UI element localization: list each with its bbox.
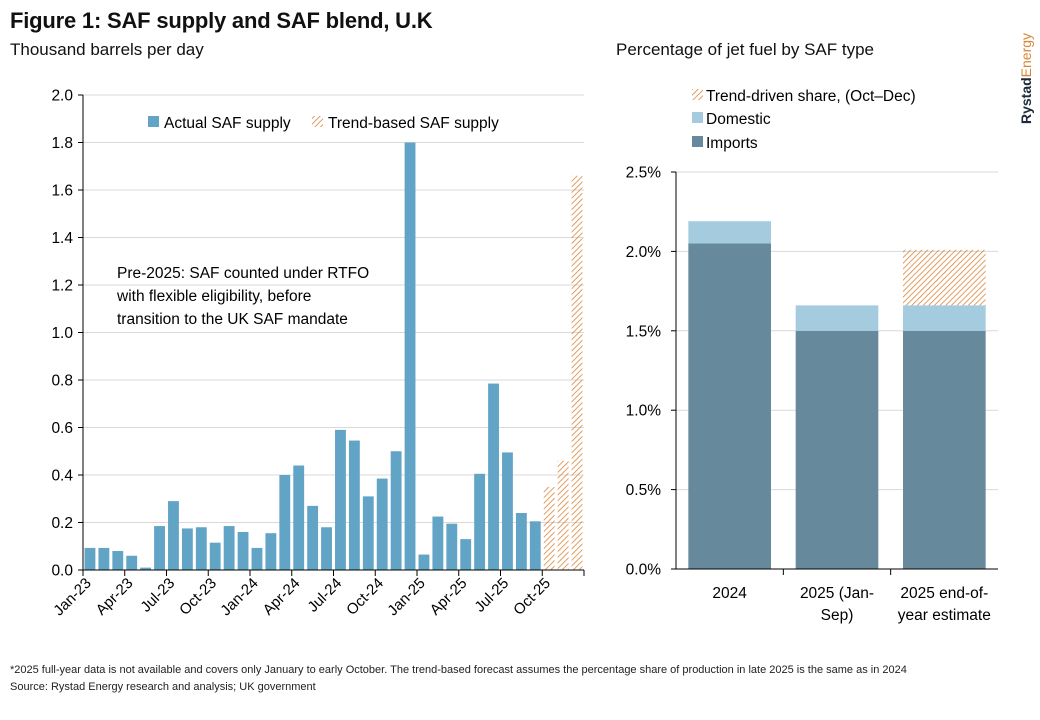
bar-actual-saf-supply	[404, 142, 416, 570]
x-tick-label: Apr-24	[260, 575, 304, 619]
bar-actual-saf-supply	[195, 527, 207, 570]
y-tick-label: 1.5%	[626, 323, 662, 340]
bar-actual-saf-supply	[168, 501, 179, 570]
right-chart-title: Percentage of jet fuel by SAF type	[616, 40, 874, 59]
bar-actual-saf-supply	[98, 547, 110, 570]
bar-actual-saf-supply	[348, 440, 360, 570]
bar-actual-saf-supply	[418, 554, 430, 570]
x-tick-label: Apr-23	[93, 575, 137, 619]
y-tick-label: 0.8	[51, 373, 73, 390]
logo-text-energy: Energy	[1018, 32, 1034, 78]
bar-actual-saf-supply	[321, 527, 332, 570]
y-tick-label: 1.0	[51, 325, 73, 342]
bar-actual-saf-supply	[432, 516, 444, 570]
bar-actual-saf-supply	[154, 526, 165, 570]
bar-actual-saf-supply	[488, 383, 499, 570]
bar-actual-saf-supply	[502, 452, 513, 570]
x-tick-label: Oct-23	[176, 575, 220, 619]
y-tick-label: 2.0%	[626, 244, 662, 261]
bar-actual-saf-supply	[84, 547, 96, 570]
x-category-label: Sep)	[821, 607, 854, 624]
y-tick-label: 1.2	[51, 278, 73, 295]
x-tick-label: Jul-25	[471, 575, 512, 616]
bar-trend-saf-supply	[571, 175, 583, 570]
legend-label-imports: Imports	[706, 135, 758, 152]
bar-actual-saf-supply	[126, 555, 138, 570]
bar-actual-saf-supply	[265, 533, 277, 570]
annotation-line-2: with flexible eligibility, before	[116, 288, 311, 305]
legend-swatch-trend-share	[692, 89, 703, 100]
bar-actual-saf-supply	[390, 451, 402, 570]
bar-segment-domestic	[688, 221, 771, 244]
bar-segment-imports	[688, 243, 771, 569]
x-category-label: 2025 end-of-	[900, 585, 988, 602]
legend-label-actual: Actual SAF supply	[164, 115, 291, 132]
bar-actual-saf-supply	[307, 505, 319, 570]
x-tick-label: Jan-25	[384, 575, 428, 619]
saf-supply-chart: 0.0 0.2 0.4 0.6 0.8 1.0 1.2 1.4 1.6 1.8 2.0 Jan-23…	[50, 88, 585, 619]
bar-actual-saf-supply	[293, 465, 305, 570]
bar-segment-domestic	[795, 305, 879, 331]
legend-swatch-trend	[312, 116, 323, 127]
x-tick-label: Oct-25	[510, 575, 554, 619]
x-category-label: year estimate	[898, 607, 991, 624]
annotation-line-1: Pre-2025: SAF counted under RTFO	[117, 265, 369, 282]
bar-segment-trend-driven-share	[903, 249, 986, 306]
bar-actual-saf-supply	[112, 551, 124, 570]
x-tick-label: Jul-23	[137, 575, 178, 616]
footnote: *2025 full-year data is not available an…	[10, 664, 907, 676]
bar-trend-saf-supply	[557, 460, 569, 570]
bar-segment-imports	[795, 330, 879, 569]
bar-segment-domestic	[903, 305, 986, 331]
y-tick-label: 1.4	[51, 230, 73, 247]
y-tick-label: 0.0	[51, 563, 73, 580]
y-tick-label: 1.0%	[626, 403, 662, 420]
x-tick-label: Apr-25	[427, 575, 471, 619]
left-chart-unit-label: Thousand barrels per day	[10, 40, 204, 59]
legend-label-trend: Trend-based SAF supply	[328, 115, 499, 132]
bar-actual-saf-supply	[181, 528, 193, 570]
x-tick-label: Oct-24	[343, 575, 387, 619]
legend-swatch-domestic	[692, 112, 703, 123]
y-tick-label: 0.0%	[626, 562, 662, 579]
bar-actual-saf-supply	[362, 496, 374, 570]
annotation-line-3: transition to the UK SAF mandate	[117, 311, 348, 328]
legend-label-domestic: Domestic	[706, 111, 771, 128]
bar-actual-saf-supply	[474, 473, 486, 570]
bar-trend-saf-supply	[543, 486, 555, 570]
saf-blend-chart: Trend-driven share, (Oct–Dec) Domestic I…	[626, 88, 998, 624]
bar-actual-saf-supply	[335, 429, 346, 570]
y-tick-label: 0.6	[51, 420, 73, 437]
y-tick-label: 1.8	[51, 135, 73, 152]
x-tick-label: Jan-24	[217, 575, 261, 619]
legend-swatch-actual	[148, 116, 159, 127]
y-tick-label: 0.4	[51, 468, 73, 485]
bar-actual-saf-supply	[251, 547, 263, 570]
x-tick-label: Jan-23	[50, 575, 94, 619]
y-tick-label: 1.6	[51, 183, 73, 200]
y-tick-label: 2.5%	[626, 165, 662, 182]
x-tick-label: Jul-24	[304, 575, 345, 616]
x-category-label: 2024	[712, 585, 747, 602]
figure-title: Figure 1: SAF supply and SAF blend, U.K	[10, 8, 433, 33]
legend-swatch-imports	[692, 136, 703, 147]
bar-actual-saf-supply	[460, 539, 472, 570]
legend-label-trend-share: Trend-driven share, (Oct–Dec)	[706, 88, 916, 105]
bar-actual-saf-supply	[515, 513, 527, 570]
x-category-label: 2025 (Jan-	[800, 585, 874, 602]
y-tick-label: 2.0	[51, 88, 73, 105]
bar-actual-saf-supply	[209, 542, 221, 570]
y-tick-label: 0.5%	[626, 482, 662, 499]
bar-actual-saf-supply	[446, 523, 458, 570]
source-note: Source: Rystad Energy research and analy…	[10, 681, 316, 693]
logo-text-rystad: Rystad	[1018, 77, 1034, 124]
bar-actual-saf-supply	[223, 526, 235, 570]
bar-actual-saf-supply	[376, 478, 388, 570]
y-tick-label: 0.2	[51, 515, 73, 532]
bar-actual-saf-supply	[140, 567, 152, 570]
bar-actual-saf-supply	[237, 532, 249, 570]
bar-actual-saf-supply	[529, 521, 541, 570]
bar-actual-saf-supply	[279, 475, 291, 570]
bar-segment-imports	[903, 330, 986, 569]
